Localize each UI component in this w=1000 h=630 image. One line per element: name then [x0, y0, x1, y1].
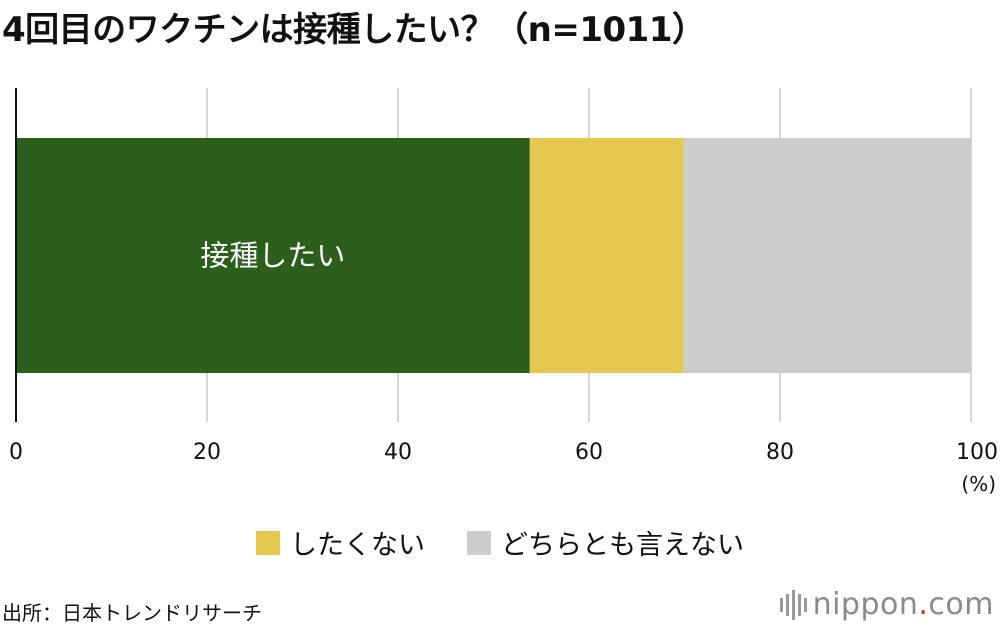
legend: したくない どちらとも言えない	[0, 523, 1000, 562]
brand-lines-icon	[779, 589, 807, 620]
brand-text: nippon.com	[813, 587, 994, 622]
x-tick-label-100: 100	[956, 440, 998, 465]
legend-swatch-dont-want	[256, 530, 280, 555]
bar-label-0: 接種したい	[200, 239, 345, 273]
legend-label-undecided: どちらとも言えない	[501, 530, 744, 561]
legend-item-undecided: どちらとも言えない	[467, 523, 744, 562]
x-tick-label-20: 20	[193, 440, 221, 465]
x-unit-label: (%)	[961, 472, 996, 496]
brand-logo[interactable]: nippon.com	[779, 587, 994, 622]
x-tick-label-80: 80	[766, 440, 794, 465]
brand-dot: .	[918, 587, 929, 622]
legend-label-dont-want: したくない	[290, 530, 425, 561]
x-tick-label-0: 0	[9, 440, 23, 465]
brand-name: nippon	[812, 587, 919, 622]
bar-segment-1	[529, 138, 684, 373]
x-tick-label-60: 60	[575, 440, 603, 465]
chart-title: 4回目のワクチンは接種したい？（n=1011）	[2, 10, 706, 50]
x-tick-label-40: 40	[384, 440, 412, 465]
brand-tld: com	[928, 587, 994, 622]
source-note: 出所：日本トレンドリサーチ	[2, 601, 262, 625]
legend-swatch-undecided	[467, 530, 491, 555]
bar-segment-0	[16, 138, 530, 373]
bar-segment-2	[683, 138, 971, 373]
legend-item-dont-want: したくない	[256, 523, 425, 562]
